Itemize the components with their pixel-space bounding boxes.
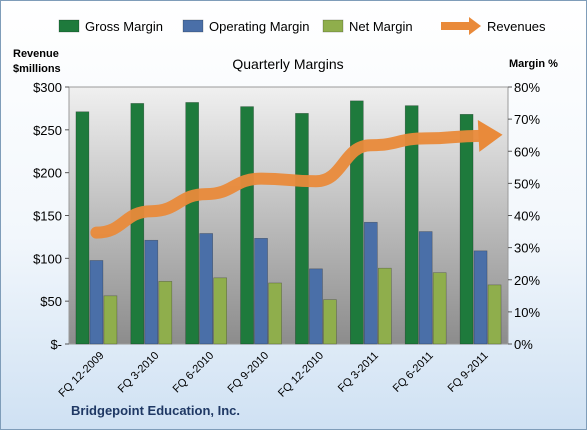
gross-margin-bar: [404, 105, 419, 345]
net-margin-bar: [213, 277, 227, 345]
net-margin-bar: [268, 282, 282, 345]
left-axis-tick-label: $200: [33, 166, 62, 181]
left-axis-tick-label: $250: [33, 123, 62, 138]
net-margin-bar: [158, 281, 173, 345]
x-axis-tick-label: FQ 3-2011: [336, 350, 381, 395]
operating-margin-bar: [199, 233, 213, 345]
gross-margin-bar: [240, 106, 254, 345]
x-axis-tick-label: FQ 6-2010: [171, 350, 217, 396]
right-axis-tick-label: 10%: [514, 305, 540, 320]
x-axis-tick-label: FQ 6-2011: [391, 350, 436, 395]
left-axis-tick-label: $100: [33, 251, 62, 266]
left-axis-tick-label: $150: [33, 209, 62, 224]
x-axis-tick-label: FQ 3-2010: [116, 350, 162, 396]
gross-margin-bar: [459, 114, 474, 345]
right-axis-tick-label: 0%: [514, 337, 533, 352]
right-axis-tick-label: 80%: [514, 80, 540, 95]
net-margin-bar: [323, 299, 337, 345]
left-axis-tick-label: $-: [50, 337, 62, 352]
legend-label: Gross Margin: [85, 19, 163, 34]
operating-margin-bar: [144, 239, 159, 345]
operating-margin-bar: [254, 238, 268, 345]
legend-swatch-arrow: [469, 17, 481, 35]
legend-label: Operating Margin: [209, 19, 309, 34]
gross-margin-bar: [295, 113, 309, 345]
gross-margin-bar: [75, 111, 90, 345]
right-axis-tick-label: 20%: [514, 273, 540, 288]
left-axis-tick-label: $300: [33, 80, 62, 95]
left-axis-label-line1: Revenue: [13, 48, 59, 60]
revenues-line: [90, 129, 487, 239]
legend-swatch: [58, 19, 80, 33]
net-margin-bar: [432, 272, 447, 345]
left-axis-tick-label: $50: [40, 294, 62, 309]
operating-margin-bar: [89, 260, 104, 345]
legend-label: Net Margin: [349, 19, 413, 34]
x-axis-tick-label: FQ 9-2011: [446, 350, 491, 395]
left-axis-label-line2: $millions: [13, 63, 61, 75]
operating-margin-bar: [418, 231, 433, 345]
right-axis-tick-label: 70%: [514, 112, 540, 127]
right-axis-tick-label: 60%: [514, 144, 540, 159]
legend-label: Revenues: [487, 19, 546, 34]
net-margin-bar: [378, 267, 392, 345]
x-axis-tick-label: FQ 9-2010: [226, 350, 272, 396]
operating-margin-bar: [309, 268, 323, 345]
x-axis-tick-label: FQ 12-2010: [276, 350, 326, 400]
gross-margin-bar: [350, 100, 364, 345]
net-margin-bar: [487, 284, 502, 345]
gross-margin-bar: [130, 103, 145, 345]
operating-margin-bar: [364, 221, 378, 345]
right-axis-tick-label: 40%: [514, 209, 540, 224]
revenues-arrowhead: [477, 119, 503, 152]
legend-swatch: [182, 19, 204, 33]
right-axis-label: Margin %: [509, 58, 558, 70]
right-axis-tick-label: 30%: [514, 241, 540, 256]
x-axis-tick-label: FQ 12-2009: [57, 350, 107, 400]
right-axis-tick-label: 50%: [514, 176, 540, 191]
gross-margin-bar: [185, 102, 199, 345]
footer-company-name: Bridgepoint Education, Inc.: [71, 403, 240, 418]
net-margin-bar: [103, 295, 118, 345]
operating-margin-bar: [473, 250, 488, 345]
chart-title: Quarterly Margins: [232, 56, 343, 72]
legend-swatch: [322, 19, 344, 33]
